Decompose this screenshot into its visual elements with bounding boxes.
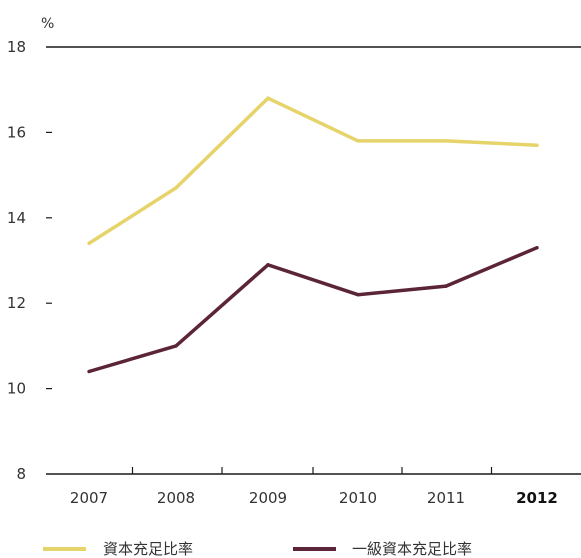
y-axis: 8 10 12 14 16 18 <box>7 38 52 483</box>
data-point <box>444 284 448 288</box>
data-point <box>444 139 448 143</box>
y-tick-label: 16 <box>7 123 26 141</box>
y-tick-label: 18 <box>7 38 26 56</box>
x-axis: 2007 2008 2009 2010 2011 2012 <box>70 467 558 507</box>
x-tick-label: 2012 <box>516 489 558 507</box>
data-point <box>535 143 539 147</box>
series-lines <box>87 96 539 374</box>
x-tick-label: 2008 <box>157 489 195 507</box>
y-tick-label: 10 <box>7 380 26 398</box>
y-axis-unit-label: % <box>41 16 54 32</box>
legend: 資本充足比率 一級資本充足比率 <box>43 540 472 558</box>
data-point <box>535 245 539 250</box>
data-point <box>356 292 360 297</box>
series-line-2 <box>88 246 538 374</box>
data-point <box>87 241 91 246</box>
x-tick-label: 2010 <box>339 489 377 507</box>
data-point <box>174 186 178 190</box>
series-line-1 <box>88 96 538 245</box>
data-point <box>87 369 91 374</box>
data-point <box>174 344 178 348</box>
y-tick-label: 14 <box>7 209 26 227</box>
x-tick-label: 2011 <box>427 489 465 507</box>
data-point <box>266 96 270 100</box>
data-point <box>356 139 360 143</box>
x-tick-label: 2009 <box>249 489 287 507</box>
data-point <box>266 263 270 267</box>
legend-label: 一級資本充足比率 <box>352 540 472 558</box>
legend-label: 資本充足比率 <box>103 540 193 558</box>
y-tick-label: 8 <box>16 465 26 483</box>
x-tick-label: 2007 <box>70 489 108 507</box>
y-tick-label: 12 <box>7 294 26 312</box>
